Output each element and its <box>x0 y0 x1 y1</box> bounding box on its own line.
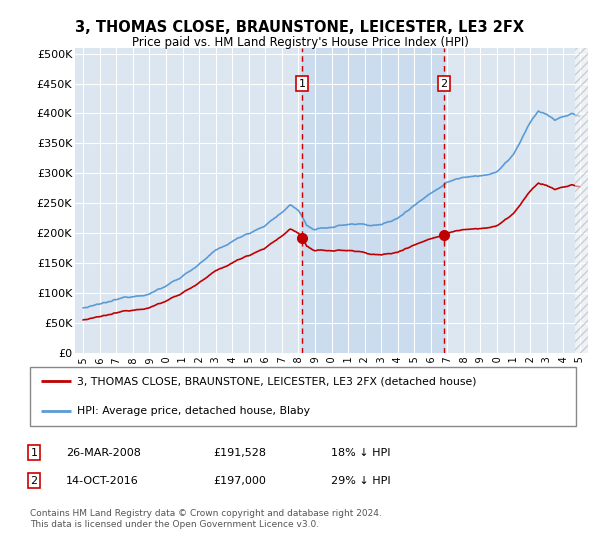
Point <box>37 408 44 414</box>
Text: 14-OCT-2016: 14-OCT-2016 <box>66 475 139 486</box>
Text: 1: 1 <box>299 78 306 88</box>
Text: 18% ↓ HPI: 18% ↓ HPI <box>331 447 391 458</box>
Text: 26-MAR-2008: 26-MAR-2008 <box>66 447 141 458</box>
Text: 3, THOMAS CLOSE, BRAUNSTONE, LEICESTER, LE3 2FX: 3, THOMAS CLOSE, BRAUNSTONE, LEICESTER, … <box>76 20 524 35</box>
Text: HPI: Average price, detached house, Blaby: HPI: Average price, detached house, Blab… <box>77 406 310 416</box>
Text: Price paid vs. HM Land Registry's House Price Index (HPI): Price paid vs. HM Land Registry's House … <box>131 36 469 49</box>
Text: 29% ↓ HPI: 29% ↓ HPI <box>331 475 391 486</box>
Text: 1: 1 <box>31 447 38 458</box>
Text: £197,000: £197,000 <box>214 475 266 486</box>
Bar <box>575 48 599 353</box>
FancyBboxPatch shape <box>29 367 577 426</box>
Point <box>37 378 44 385</box>
Bar <box>302 48 444 353</box>
Text: £191,528: £191,528 <box>214 447 267 458</box>
Text: 2: 2 <box>31 475 38 486</box>
Point <box>68 408 75 414</box>
Point <box>68 378 75 385</box>
Text: Contains HM Land Registry data © Crown copyright and database right 2024.
This d: Contains HM Land Registry data © Crown c… <box>29 509 382 529</box>
Text: 3, THOMAS CLOSE, BRAUNSTONE, LEICESTER, LE3 2FX (detached house): 3, THOMAS CLOSE, BRAUNSTONE, LEICESTER, … <box>77 376 476 386</box>
Text: 2: 2 <box>440 78 448 88</box>
